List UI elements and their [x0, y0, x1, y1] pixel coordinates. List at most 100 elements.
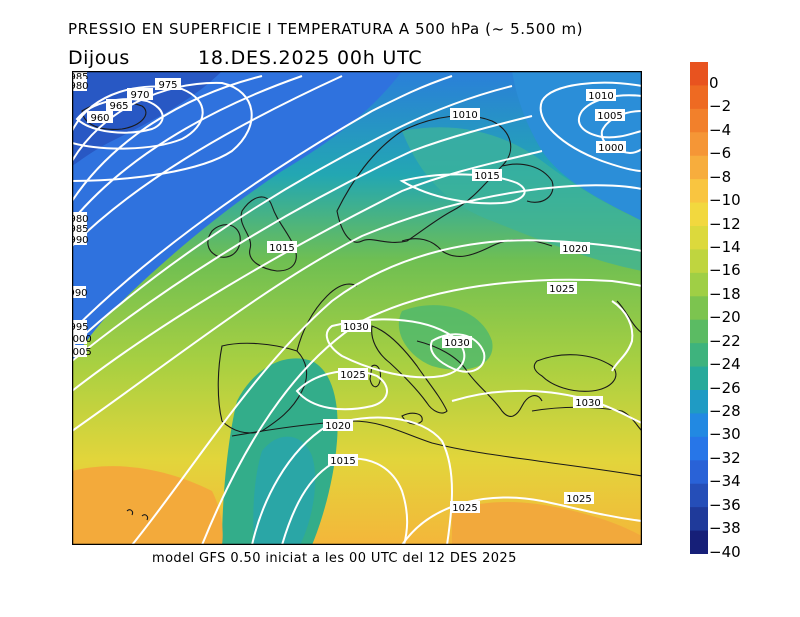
- isobar-label-box: [328, 454, 358, 466]
- isobar-label: 1025: [340, 370, 365, 381]
- coastline-caspian-hint: [616, 300, 642, 334]
- scale-label: −8: [709, 167, 732, 186]
- isobar-label-box: [72, 212, 87, 224]
- isobar-label-box: [72, 332, 87, 344]
- coastline-black-sea: [533, 354, 617, 392]
- isobar-label-box: [72, 345, 87, 357]
- chart-title: PRESSIO EN SUPERFICIE I TEMPERATURA A 50…: [68, 20, 584, 38]
- isobar-1020-africa: [251, 416, 453, 545]
- coastline-turkey: [531, 406, 642, 432]
- scale-label: −38: [709, 519, 741, 538]
- isobar-label-box: [472, 169, 502, 181]
- isobar-label-box: [72, 71, 87, 82]
- isobar-label: 1025: [549, 284, 574, 295]
- cold-trough-core: [253, 436, 316, 545]
- isobar-label-box: [72, 222, 87, 234]
- isobar-label: 1015: [474, 171, 499, 182]
- isobar-label: 980: [72, 214, 89, 225]
- isobar-label: 1020: [325, 421, 350, 432]
- scale-label: −2: [709, 97, 732, 116]
- scale-label: −20: [709, 308, 741, 327]
- scale-label: −4: [709, 120, 732, 139]
- cold-air-mass-northwest: [72, 71, 402, 361]
- coastline-finland: [501, 163, 554, 203]
- isobar-low-ring-6: [72, 75, 343, 247]
- scale-swatch: [690, 226, 708, 250]
- scale-label: −36: [709, 495, 741, 514]
- scale-swatch: [690, 108, 708, 133]
- isobar-label: 1030: [575, 398, 600, 409]
- coastline-france: [296, 283, 358, 352]
- scale-label: −24: [709, 355, 741, 374]
- isobar-label-box: [547, 282, 577, 294]
- isobar-label-box: [72, 320, 87, 332]
- isobar-label: 985: [72, 224, 89, 235]
- forecast-day: Dijous: [68, 47, 130, 69]
- isobar-label: 1025: [452, 503, 477, 514]
- isobar-1010-north-east: [539, 81, 642, 172]
- isobar-label: 1000: [72, 334, 92, 345]
- scale-label: −40: [709, 542, 741, 561]
- scale-swatch: [690, 319, 708, 344]
- isobar-label-box: [586, 89, 616, 101]
- scale-label: −34: [709, 472, 741, 491]
- isobar-label-box: [596, 141, 626, 153]
- isobar-label: 1015: [330, 456, 355, 467]
- scale-label: −12: [709, 214, 741, 233]
- scale-swatch: [690, 460, 708, 485]
- coastline-britain: [240, 196, 297, 272]
- map-frame: [72, 71, 642, 545]
- isobar-label: 1025: [566, 494, 591, 505]
- temperature-color-scale: [690, 62, 708, 554]
- isobar-1025-europe: [201, 278, 642, 545]
- isobar-label: 1000: [598, 143, 623, 154]
- scale-swatch: [690, 62, 708, 86]
- isobar-label: 995: [72, 322, 89, 333]
- isobar-1030-centre: [325, 318, 466, 379]
- scale-label: −22: [709, 331, 741, 350]
- coastline-balkans: [416, 340, 543, 417]
- isobar-label-box: [341, 320, 371, 332]
- isobar-label: 1010: [588, 91, 613, 102]
- scale-swatch: [690, 85, 708, 110]
- scale-swatch: [690, 507, 708, 532]
- isobar-label-box: [595, 109, 625, 121]
- isobar-label: 1005: [72, 347, 92, 358]
- coastline-canary-islands: [126, 509, 149, 521]
- isobar-label: 965: [109, 101, 128, 112]
- isobar-label-box: [323, 419, 353, 431]
- scale-swatch: [690, 530, 708, 554]
- scale-label: −30: [709, 425, 741, 444]
- scale-swatch: [690, 202, 708, 227]
- isobar-label-box: [155, 78, 181, 90]
- coastline-italy: [371, 325, 448, 414]
- isobar-low-ring-2: [72, 85, 204, 150]
- isobar-1010-south: [72, 150, 543, 392]
- scale-swatch: [690, 366, 708, 391]
- isobar-label: 980: [72, 81, 89, 92]
- scale-swatch: [690, 483, 708, 508]
- isobar-label-box: [267, 241, 297, 253]
- isobar-1030-far-east: [611, 300, 634, 372]
- scale-swatch: [690, 179, 708, 204]
- isobar-label-box: [72, 286, 86, 298]
- scale-label: −18: [709, 284, 741, 303]
- isobar-label: 960: [90, 113, 109, 124]
- isobar-label: 1010: [452, 110, 477, 121]
- scale-label: −26: [709, 378, 741, 397]
- isobar-1000: [72, 85, 513, 347]
- isobar-1015-europe: [72, 184, 642, 432]
- scale-label: −32: [709, 448, 741, 467]
- scale-swatch: [690, 436, 708, 461]
- scandinavia-band: [402, 127, 642, 271]
- isobar-995: [72, 75, 453, 332]
- isobar-label-box: [106, 99, 132, 111]
- isobar-1015-north: [399, 173, 526, 205]
- scale-swatch: [690, 132, 708, 157]
- isobar-1015-africa: [281, 457, 409, 545]
- warm-air-southwest: [72, 466, 223, 545]
- isobar-1030-balkan: [429, 333, 486, 373]
- isobar-label-box: [450, 108, 480, 120]
- scale-swatch: [690, 343, 708, 368]
- isobar-label-box: [87, 111, 113, 123]
